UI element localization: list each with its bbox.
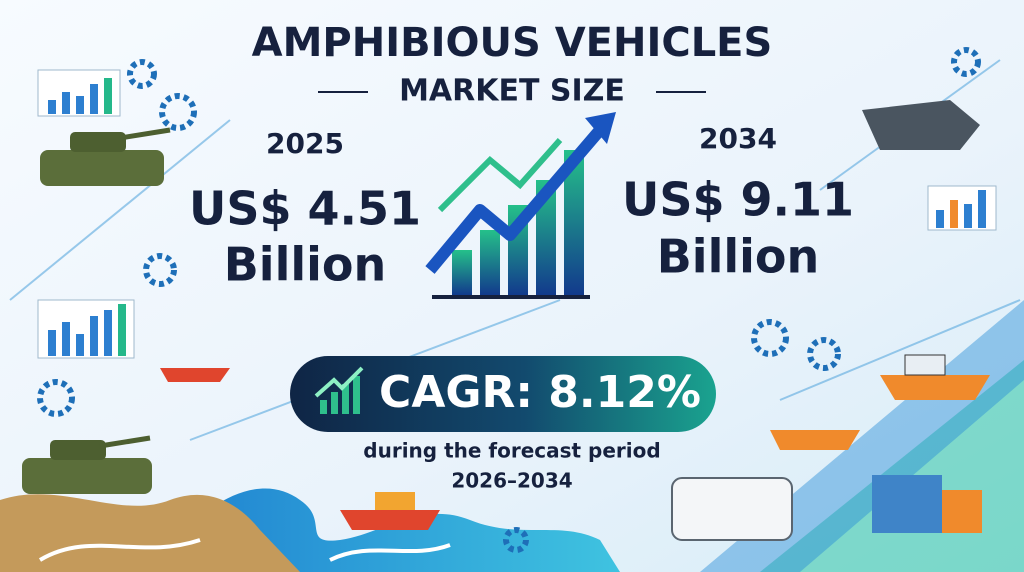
decor-gears-shape [951, 47, 981, 77]
decor-mini-chart-shape [978, 190, 986, 228]
cagr-note: during the forecast period [363, 439, 660, 463]
decor-growth-chart-shape [425, 126, 605, 274]
decor-gears-shape [127, 59, 157, 89]
cagr-icon-shape [320, 400, 327, 414]
decor-vehicles-shape [942, 490, 982, 533]
decor-growth-chart-shape [480, 230, 500, 295]
decor-growth-chart-shape [564, 150, 584, 295]
decor-mini-chart [37, 69, 997, 359]
decor-mini-chart-shape [76, 96, 84, 114]
decor-mini-chart-shape [48, 330, 56, 356]
decor-vehicles-shape [880, 375, 990, 400]
decor-mini-chart-shape [48, 100, 56, 114]
end-value: US$ 9.11 [622, 173, 854, 227]
decor-growth-chart-shape [536, 180, 556, 295]
decor-mini-chart-shape [90, 84, 98, 114]
decor-vehicles [22, 100, 990, 541]
decor-mini-chart-shape [62, 92, 70, 114]
decor-mini-chart-shape [62, 322, 70, 356]
cagr-period: 2026–2034 [451, 469, 572, 493]
decor-vehicles-shape [904, 354, 946, 376]
decor-mini-chart-shape [90, 316, 98, 356]
decor-mini-chart-shape [118, 304, 126, 356]
decor-vehicles-shape [872, 475, 942, 533]
decor-waves-shape [38, 538, 201, 562]
decor-gears-shape [751, 319, 789, 357]
decor-vehicles-shape [160, 368, 230, 382]
decor-vehicles-shape [40, 150, 164, 186]
decor-mini-chart-shape [950, 200, 958, 228]
decor-vehicles-shape [119, 127, 171, 141]
start-year: 2025 [266, 127, 344, 160]
title: AMPHIBIOUS VEHICLES [252, 20, 773, 66]
decor-streaks-shape [779, 299, 1021, 401]
decor-growth-chart-shape [585, 112, 616, 144]
cagr-icon-shape [314, 366, 364, 398]
decor-gears-shape [37, 379, 75, 417]
decor-growth-chart [425, 112, 616, 299]
decor-vehicles-shape [671, 477, 793, 541]
end-unit: Billion [657, 230, 819, 284]
decor-growth-chart-shape [437, 138, 563, 213]
decor-waves-shape [0, 494, 300, 572]
decor-vehicles-shape [862, 100, 980, 150]
cagr-pill [290, 356, 716, 432]
decor-gears-shape [503, 527, 529, 553]
decor-vehicles-shape [99, 435, 151, 449]
decor-vehicles-shape [375, 492, 415, 510]
decor-gears [37, 47, 981, 553]
decor-mini-chart-shape [964, 204, 972, 228]
decor-vehicles-shape [22, 458, 152, 494]
cagr-label: CAGR: 8.12% [379, 367, 701, 418]
cagr-icon-shape [353, 376, 360, 414]
start-unit: Billion [224, 238, 386, 292]
start-value: US$ 4.51 [189, 182, 421, 236]
decor-vehicles-shape [340, 510, 440, 530]
cagr-icon [314, 366, 364, 414]
decor-mini-chart-shape [76, 334, 84, 356]
end-year: 2034 [699, 122, 777, 155]
decor-waves [0, 488, 620, 572]
cagr-icon-shape [342, 384, 349, 414]
decor-growth-chart-shape [452, 250, 472, 295]
decor-waves-shape [329, 543, 451, 562]
decor-gears-shape [807, 337, 841, 371]
decor-mini-chart-shape [104, 78, 112, 114]
decor-mini-chart-shape [104, 310, 112, 356]
decor-vehicles-shape [770, 430, 860, 450]
subtitle: MARKET SIZE [399, 74, 625, 109]
decor-mini-chart-shape [936, 210, 944, 228]
decor-gears-shape [159, 93, 197, 131]
cagr-icon-shape [331, 392, 338, 414]
decor-vehicles-shape [50, 440, 106, 460]
decor-streaks-shape [9, 119, 231, 301]
decor-vehicles-shape [70, 132, 126, 152]
decor-gears-shape [143, 253, 177, 287]
